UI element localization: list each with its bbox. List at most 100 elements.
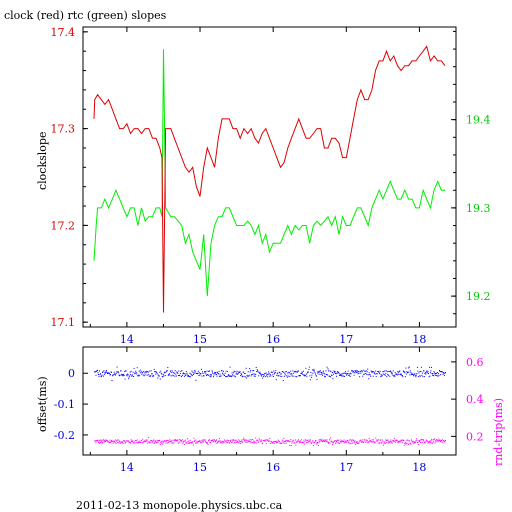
series-offset-points-point (202, 371, 203, 373)
series-rtt-points-point (359, 440, 361, 442)
series-rtt-points-point (267, 439, 269, 441)
series-rtt-points-point (138, 440, 140, 442)
series-rtt-points-point (344, 442, 346, 444)
series-rtt-points-point (168, 441, 170, 443)
series-offset-points-point (375, 376, 377, 378)
series-offset-points-point (132, 371, 134, 373)
series-rtt-points-point (135, 440, 137, 442)
series-rtt-points-point (144, 441, 146, 443)
series-offset-points-point (128, 376, 130, 378)
series-rtt-points-point (325, 441, 327, 443)
series-offset-points-point (211, 370, 213, 372)
series-rtt-points-point (138, 442, 140, 444)
series-offset-points-point (428, 373, 429, 374)
series-offset-points-point (335, 372, 337, 374)
series-offset-points-point (380, 374, 382, 376)
series-rtt-points-point (142, 442, 144, 444)
series-rtt-points-point (264, 440, 266, 442)
series-rtt-points-point (319, 441, 320, 443)
series-offset-points-point (103, 375, 104, 377)
series-rtt-points-point (230, 440, 232, 442)
series-offset-points-point (130, 374, 132, 376)
series-offset-points-point (101, 375, 102, 377)
series-offset-points-point (334, 371, 335, 373)
series-offset-points-point (390, 371, 392, 372)
series-rtt-points-point (241, 442, 243, 444)
series-rtt-points-point (364, 439, 366, 441)
series-rtt-points-point (286, 439, 288, 441)
series-offset-points-point (257, 370, 259, 372)
series-rtt-points-point (182, 442, 184, 444)
series-offset-points-point (292, 372, 294, 374)
series-offset-points-point (165, 371, 167, 373)
series-offset-points-point (176, 371, 178, 373)
series-rtt-points-point (141, 441, 143, 443)
series-offset-points-point (412, 375, 414, 377)
series-offset-points-point (408, 366, 410, 368)
series-offset-points-point (417, 370, 419, 372)
series-offset-points-point (254, 375, 256, 377)
series-rtt-points-point (354, 440, 356, 442)
series-rtt-points-point (154, 440, 156, 442)
bottom-y2tick-label: 0.2 (466, 430, 484, 443)
series-rtt-points-point (360, 439, 362, 441)
series-rtt-points-point (259, 439, 261, 441)
series-offset-points-point (191, 375, 193, 377)
series-rtt-points-point (433, 441, 434, 443)
series-rtt-points-point (103, 440, 105, 442)
series-offset-points-point (393, 374, 395, 376)
series-rtt-points-point (172, 439, 174, 441)
series-offset-points-point (280, 373, 282, 375)
series-offset-points-point (382, 371, 384, 373)
series-offset-points-point (233, 372, 235, 374)
series-rtt-points-point (144, 440, 146, 442)
series-offset-points-point (181, 375, 183, 376)
series-offset-points-point (369, 374, 371, 376)
series-rtt-points-point (386, 442, 388, 443)
series-offset-points-point (241, 374, 243, 375)
series-offset-points-point (330, 376, 331, 378)
top-xtick-label: 15 (193, 333, 207, 346)
series-offset-points-point (433, 375, 434, 377)
series-offset-points-point (435, 373, 436, 374)
series-rtt-points-point (265, 443, 267, 445)
series-offset-points-point (338, 372, 340, 374)
series-offset-points-point (436, 372, 437, 374)
series-rtt-points-point (232, 439, 234, 440)
series-offset-points-point (408, 371, 410, 373)
series-rtt-points-point (192, 441, 194, 443)
series-offset-points-point (255, 367, 257, 368)
series-offset-points-point (213, 376, 214, 378)
series-rtt-points-point (413, 442, 415, 444)
series-rtt-points-point (246, 440, 248, 442)
series-offset-points-point (110, 374, 111, 375)
series-offset-points-point (97, 372, 99, 374)
series-rtt-points-point (435, 441, 437, 443)
series-rtt-points-point (117, 439, 119, 441)
series-offset-points-point (410, 374, 412, 376)
series-offset-points-point (297, 370, 299, 372)
series-rtt-points-point (275, 442, 277, 443)
series-offset-points-point (301, 371, 303, 373)
series-offset-points-point (229, 366, 231, 368)
series-rtt-points-point (320, 440, 322, 442)
series-rtt-points-point (120, 442, 122, 444)
series-rtt-points-point (118, 442, 120, 444)
series-offset-points-point (312, 370, 314, 372)
series-offset-points-point (267, 376, 269, 378)
series-offset-points-point (320, 374, 322, 375)
series-offset-points-point (304, 375, 306, 377)
series-offset-points-point (411, 372, 413, 374)
series-offset-points-point (204, 371, 205, 373)
series-offset-points-point (113, 371, 115, 373)
series-rtt-points-point (417, 441, 419, 443)
series-rtt-points-point (387, 442, 389, 444)
series-rtt-points-point (415, 438, 417, 440)
series-rtt-points-point (422, 439, 424, 441)
series-rtt-points-point (105, 439, 107, 441)
series-rtt-points-point (154, 441, 156, 443)
series-rtt-points-point (429, 441, 430, 443)
series-offset-points-point (216, 374, 217, 375)
series-rtt-points-point (387, 440, 389, 442)
series-rtt-points-point (435, 440, 436, 442)
